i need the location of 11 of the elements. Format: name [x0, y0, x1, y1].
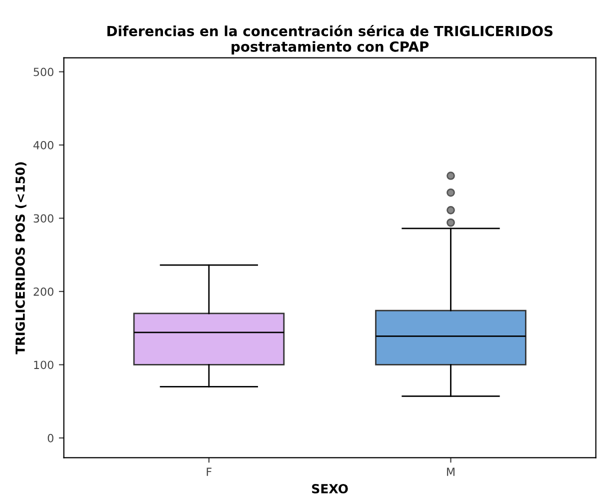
y-tick-label: 200 — [34, 287, 54, 296]
y-tick-label: 500 — [34, 68, 54, 76]
y-tick-label: 100 — [34, 360, 54, 370]
chart-title: Diferencias en la concentración sérica de TRIGLICERIDOS postratamiento con CPAP — [107, 24, 553, 55]
y-tick-label: 400 — [33, 140, 54, 150]
x-tick-label: F — [206, 468, 212, 476]
y-tick-label: 0 — [48, 434, 54, 442]
x-axis-title: SEXO — [312, 484, 348, 494]
y-tick-label: 300 — [34, 214, 54, 223]
x-tick-label: M — [447, 468, 454, 476]
y-axis-title: TRIGLICERIDOS POS (<150) — [15, 162, 26, 354]
